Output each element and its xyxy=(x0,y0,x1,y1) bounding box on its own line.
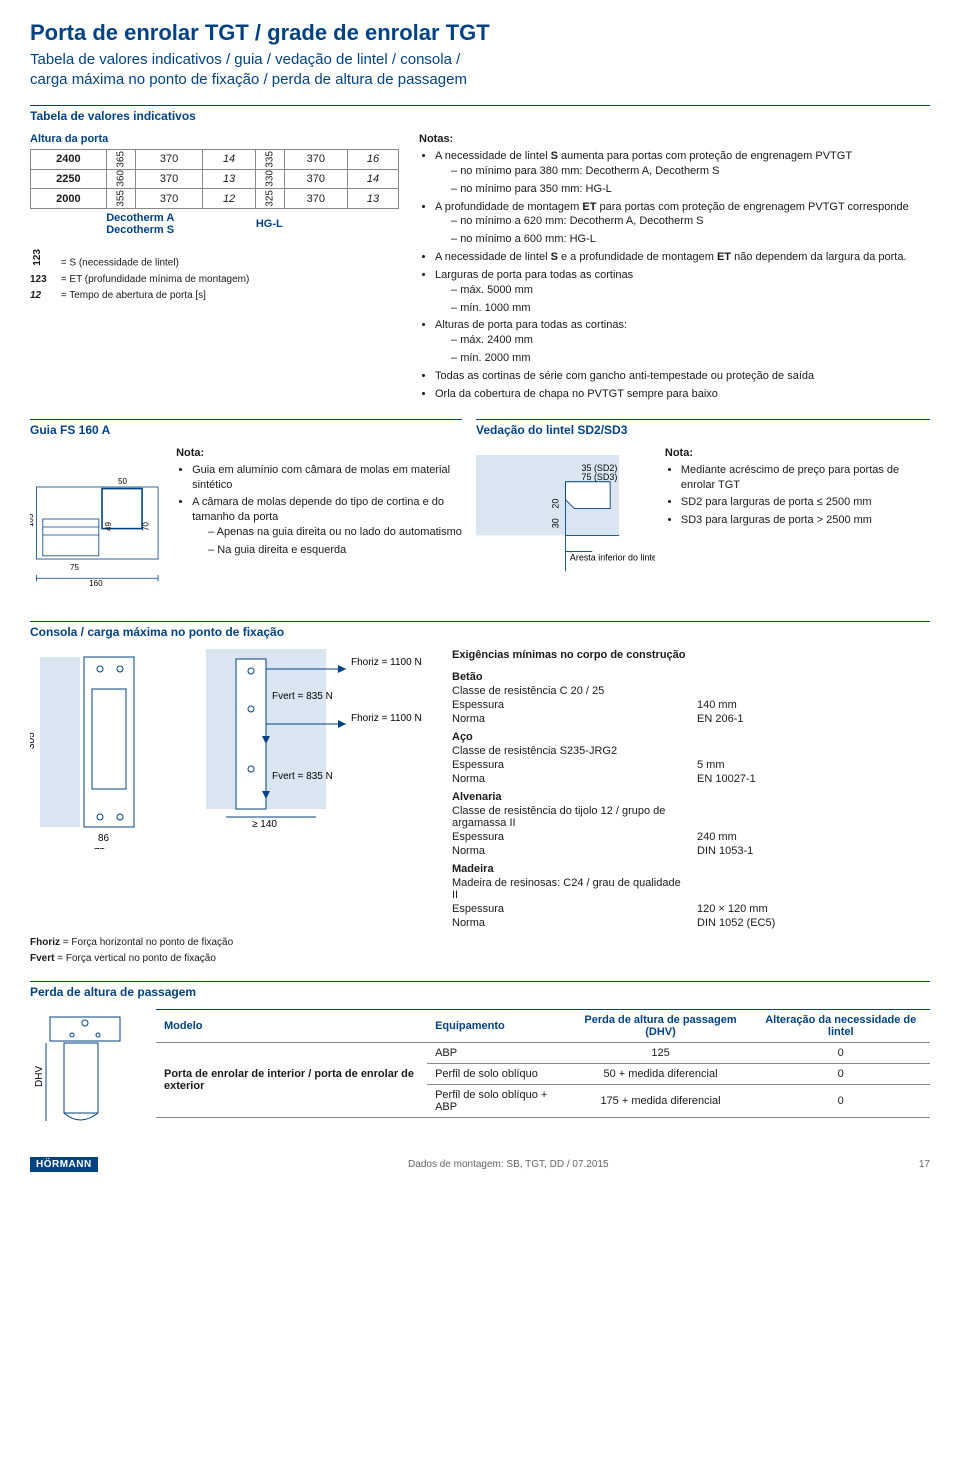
consola-drawing-2: Fhoriz = 1100 N Fvert = 835 N Fhoriz = 1… xyxy=(206,649,436,849)
guia-nota: Nota: Guia em alumínio com câmara de mol… xyxy=(176,447,462,607)
svg-text:105: 105 xyxy=(30,513,35,527)
svg-text:75 (SD3): 75 (SD3) xyxy=(582,472,618,482)
footer-page: 17 xyxy=(919,1159,930,1170)
svg-text:Aresta inferior do lintel: Aresta inferior do lintel xyxy=(570,552,655,562)
tabela-indicativos: 2400365370143353701622503603701333037014… xyxy=(30,149,399,239)
guia-drawing: 105 49 70 50 75 160 xyxy=(30,447,166,607)
svg-text:Fvert = 835 N: Fvert = 835 N xyxy=(272,771,333,782)
section-consola-heading: Consola / carga máxima no ponto de fixaç… xyxy=(30,621,930,639)
section-vedacao-heading: Vedação do lintel SD2/SD3 xyxy=(476,419,930,437)
altura-label: Altura da porta xyxy=(30,133,399,145)
page-title: Porta de enrolar TGT / grade de enrolar … xyxy=(30,20,930,46)
svg-text:86: 86 xyxy=(98,833,110,844)
consola-exigencias: Exigências mínimas no corpo de construçã… xyxy=(452,649,930,929)
svg-text:70: 70 xyxy=(141,521,150,530)
perda-table: ModeloEquipamentoPerda de altura de pass… xyxy=(156,1009,930,1118)
svg-text:75: 75 xyxy=(94,847,106,849)
svg-text:50: 50 xyxy=(118,476,127,485)
svg-text:30: 30 xyxy=(550,518,560,528)
notas-top: Notas: A necessidade de lintel S aumenta… xyxy=(419,133,930,405)
svg-text:20: 20 xyxy=(550,498,560,508)
svg-text:305: 305 xyxy=(30,732,37,749)
vedacao-drawing: 35 (SD2) 75 (SD3) 20 30 Aresta inferior … xyxy=(476,447,655,597)
perda-drawing: DHV xyxy=(30,1009,140,1139)
consola-legend: Fhoriz = Força horizontal no ponto de fi… xyxy=(30,935,930,967)
page-footer: HÖRMANN Dados de montagem: SB, TGT, DD /… xyxy=(30,1157,930,1172)
svg-text:DHV: DHV xyxy=(34,1065,45,1086)
footer-ref: Dados de montagem: SB, TGT, DD / 07.2015 xyxy=(408,1159,608,1170)
tabela-legend: 123 = S (necessidade de lintel)123 = ET … xyxy=(30,249,399,304)
vedacao-nota: Nota: Mediante acréscimo de preço para p… xyxy=(665,447,930,597)
svg-text:Fvert = 835 N: Fvert = 835 N xyxy=(272,691,333,702)
svg-text:Fhoriz = 1100 N: Fhoriz = 1100 N xyxy=(351,657,422,668)
brand-logo: HÖRMANN xyxy=(30,1157,98,1172)
svg-text:≥ 140: ≥ 140 xyxy=(252,819,277,830)
svg-text:49: 49 xyxy=(104,521,113,530)
svg-text:Fhoriz = 1100 N: Fhoriz = 1100 N xyxy=(351,713,422,724)
svg-text:75: 75 xyxy=(70,563,79,572)
page-subtitle: Tabela de valores indicativos / guia / v… xyxy=(30,50,930,89)
section-perda-heading: Perda de altura de passagem xyxy=(30,981,930,999)
consola-drawing-1: 305 86 75 xyxy=(30,649,190,849)
svg-text:160: 160 xyxy=(89,579,103,588)
section-tabela-heading: Tabela de valores indicativos xyxy=(30,105,930,123)
section-guia-heading: Guia FS 160 A xyxy=(30,419,462,437)
